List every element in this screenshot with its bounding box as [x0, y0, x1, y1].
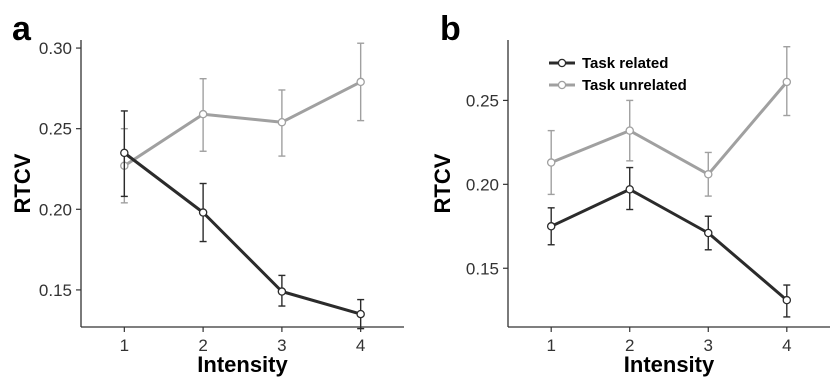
- x-tick-label: 1: [546, 336, 555, 355]
- y-tick-label: 0.20: [466, 175, 499, 194]
- x-tick-label: 1: [120, 336, 129, 355]
- data-point: [356, 77, 365, 87]
- y-tick-label: 0.30: [39, 39, 72, 58]
- series-line: [123, 151, 362, 316]
- y-tick-label: 0.20: [39, 200, 72, 219]
- data-point: [198, 109, 208, 119]
- data-point: [704, 228, 713, 238]
- series-task-related: [546, 166, 792, 318]
- y-tick-label: 0.15: [39, 281, 72, 300]
- data-point: [546, 158, 556, 167]
- chart-panel-b: b 0.15 0.20 0.25 1 2 3 4 Intensity RTCV Task relat…: [430, 10, 830, 377]
- legend-label: Task unrelated: [582, 77, 687, 94]
- data-point: [277, 117, 287, 127]
- legend-swatch-point: [557, 80, 567, 90]
- x-axis-title: Intensity: [197, 352, 288, 377]
- y-tick-label: 0.25: [39, 120, 72, 139]
- data-point: [704, 170, 713, 179]
- data-point: [782, 77, 792, 87]
- data-point: [546, 222, 556, 231]
- series-task-unrelated: [546, 46, 792, 197]
- x-tick-label: 3: [704, 336, 713, 355]
- data-point: [356, 309, 365, 319]
- x-tick-label: 2: [625, 336, 634, 355]
- legend: Task related Task unrelated: [549, 55, 687, 94]
- x-tick-label: 4: [356, 336, 365, 355]
- series-line: [550, 81, 788, 176]
- y-axis-title: RTCV: [10, 153, 35, 213]
- legend-label: Task related: [582, 55, 668, 72]
- data-point: [625, 126, 634, 135]
- x-tick-label: 3: [277, 336, 286, 355]
- data-point: [120, 148, 129, 158]
- data-point: [277, 287, 287, 296]
- data-point: [625, 185, 634, 194]
- chart-panel-a: a 0.15 0.20 0.25 0.30 1 2 3 4 Intensity RTCV: [10, 10, 404, 377]
- panel-label: a: [12, 10, 32, 48]
- data-point: [198, 208, 208, 217]
- series-line: [123, 80, 362, 168]
- x-tick-label: 2: [198, 336, 207, 355]
- data-point: [782, 295, 792, 305]
- y-axis-title: RTCV: [430, 153, 455, 213]
- y-tick-label: 0.15: [466, 259, 499, 278]
- x-axis-title: Intensity: [624, 352, 715, 377]
- legend-swatch-point: [557, 58, 567, 68]
- x-tick-label: 4: [782, 336, 791, 355]
- series-task-related: [120, 110, 365, 330]
- y-tick-label: 0.25: [466, 91, 499, 110]
- series-line: [550, 187, 788, 302]
- panel-label: b: [440, 10, 461, 48]
